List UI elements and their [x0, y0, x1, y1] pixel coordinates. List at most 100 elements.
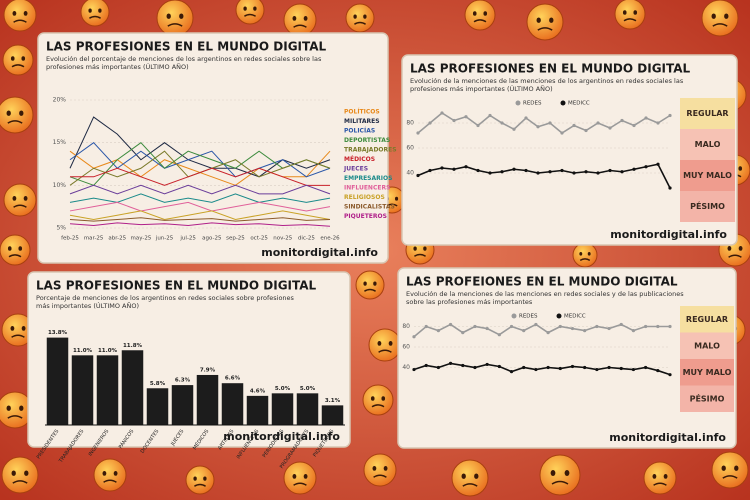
point [464, 165, 468, 169]
eye [12, 196, 17, 201]
eye [381, 396, 386, 401]
band [680, 306, 734, 333]
face [572, 242, 598, 268]
value-label: 11.0% [73, 348, 93, 354]
point [607, 365, 611, 370]
y-tick-label: 40 [402, 364, 410, 371]
value-label: 3.1% [325, 398, 341, 404]
eye [23, 11, 28, 16]
point [416, 131, 420, 135]
eye [579, 252, 583, 256]
face [363, 453, 397, 487]
point [583, 329, 587, 333]
mouth [194, 483, 206, 487]
bar [221, 383, 244, 425]
point [631, 329, 636, 333]
point [452, 118, 456, 123]
emoji-face [614, 0, 646, 30]
y-tick-label: 40 [406, 170, 414, 177]
emoji-face [355, 270, 385, 300]
subtitle-box: Evolución del porcentaje de menciones de… [46, 55, 321, 71]
y-tick-label: 80 [402, 323, 410, 330]
eye [166, 13, 171, 19]
legend-label: MEDICC [564, 314, 586, 320]
mouth [354, 21, 366, 25]
mouth [7, 120, 23, 124]
value-label: 11.0% [98, 348, 118, 354]
eye [536, 17, 541, 23]
x-tick-label: ago-25 [202, 236, 222, 242]
point [452, 167, 456, 171]
face [362, 384, 394, 416]
emoji-face [283, 3, 317, 37]
eye [203, 476, 207, 481]
point [448, 361, 453, 365]
eye [724, 13, 729, 19]
face [643, 461, 677, 495]
mouth [537, 27, 553, 31]
band-label: PÉSIMO [690, 200, 725, 211]
emoji-face [3, 0, 37, 32]
point [428, 168, 432, 173]
eye [633, 10, 638, 15]
point [485, 362, 489, 367]
emoji-face [185, 465, 215, 495]
point [436, 329, 440, 333]
mouth [579, 258, 591, 262]
y-tick-label: 60 [406, 145, 414, 152]
eye [193, 476, 197, 481]
eye [98, 8, 102, 13]
x-tick-label: feb-25 [61, 236, 79, 242]
value-label: 5.0% [300, 386, 316, 392]
emoji-face [572, 242, 598, 268]
point [536, 125, 540, 129]
mouth [89, 15, 101, 19]
value-label: 5.0% [275, 386, 291, 392]
mouth [293, 24, 307, 28]
point [644, 324, 648, 329]
eye [19, 405, 24, 411]
face [614, 0, 646, 30]
bar [146, 388, 169, 425]
point [428, 121, 432, 125]
eye [721, 465, 726, 471]
chart-subtitle: Porcentaje de menciones de los argentino… [36, 294, 294, 310]
emoji-face [526, 3, 564, 41]
emoji-face [701, 0, 739, 37]
emoji-face [368, 328, 402, 362]
point [656, 162, 660, 166]
mouth [244, 13, 256, 17]
mouth [473, 19, 487, 23]
eye [564, 470, 570, 476]
mouth [653, 482, 667, 486]
subtitle-box: Evolución de la menciones de las mencion… [410, 77, 683, 93]
point [631, 367, 636, 372]
emoji-face [363, 453, 397, 487]
legend-label: POLICÍAS [344, 127, 375, 135]
mouth [8, 254, 22, 258]
chart-title: LAS PROFESIONES EN EL MUNDO DIGITAL [46, 40, 327, 54]
point [560, 131, 564, 135]
eye [652, 474, 657, 479]
point [424, 363, 428, 368]
eye [303, 474, 308, 479]
x-tick-label: nov-25 [273, 236, 292, 242]
point [440, 111, 444, 115]
eye [179, 13, 184, 19]
eye [12, 11, 17, 16]
face [368, 328, 402, 362]
chart-title: LAS PROFEIONES EN EL MUNDO DIGITAL [406, 275, 678, 289]
point [596, 171, 600, 175]
point [512, 127, 516, 131]
point [619, 322, 623, 327]
band [680, 359, 734, 386]
emoji-face [235, 0, 265, 25]
y-tick-label: 5% [56, 225, 66, 232]
legend-swatch [556, 313, 562, 319]
subtitle-box: Evolución de la menciones de las mencion… [406, 290, 684, 306]
point [632, 167, 636, 171]
point [546, 331, 550, 335]
point [595, 324, 599, 329]
mouth [551, 480, 569, 485]
band [680, 332, 734, 359]
